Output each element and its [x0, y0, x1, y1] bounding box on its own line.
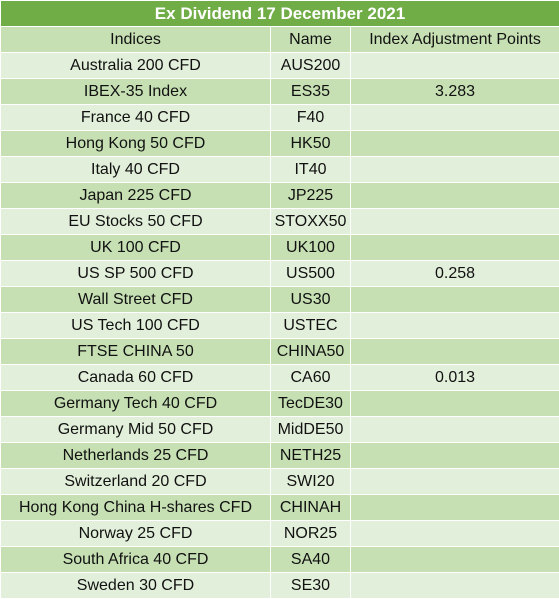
title-row: Ex Dividend 17 December 2021: [1, 1, 559, 27]
cell-name: F40: [271, 105, 351, 131]
cell-name: USTEC: [271, 313, 351, 339]
cell-index: Hong Kong 50 CFD: [1, 131, 271, 157]
cell-adjustment-points: [351, 105, 559, 131]
cell-adjustment-points: 0.013: [351, 365, 559, 391]
cell-name: SWI20: [271, 469, 351, 495]
cell-name: US500: [271, 261, 351, 287]
cell-name: ES35: [271, 79, 351, 105]
cell-adjustment-points: [351, 417, 559, 443]
cell-adjustment-points: [351, 131, 559, 157]
cell-name: NETH25: [271, 443, 351, 469]
cell-adjustment-points: [351, 469, 559, 495]
header-index-adjustment-points: Index Adjustment Points: [351, 27, 559, 53]
cell-adjustment-points: [351, 391, 559, 417]
cell-adjustment-points: [351, 235, 559, 261]
cell-adjustment-points: [351, 573, 559, 599]
cell-index: Hong Kong China H-shares CFD: [1, 495, 271, 521]
cell-index: Wall Street CFD: [1, 287, 271, 313]
cell-adjustment-points: [351, 495, 559, 521]
cell-name: CA60: [271, 365, 351, 391]
cell-adjustment-points: [351, 287, 559, 313]
table-title: Ex Dividend 17 December 2021: [1, 1, 559, 27]
cell-adjustment-points: [351, 157, 559, 183]
cell-name: US30: [271, 287, 351, 313]
cell-name: CHINA50: [271, 339, 351, 365]
cell-adjustment-points: 3.283: [351, 79, 559, 105]
cell-index: Japan 225 CFD: [1, 183, 271, 209]
cell-index: IBEX-35 Index: [1, 79, 271, 105]
cell-adjustment-points: [351, 209, 559, 235]
cell-index: US Tech 100 CFD: [1, 313, 271, 339]
cell-index: Norway 25 CFD: [1, 521, 271, 547]
cell-adjustment-points: [351, 443, 559, 469]
cell-index: FTSE CHINA 50: [1, 339, 271, 365]
cell-name: CHINAH: [271, 495, 351, 521]
cell-index: South Africa 40 CFD: [1, 547, 271, 573]
header-row: Indices Name Index Adjustment Points: [1, 27, 559, 53]
cell-name: NOR25: [271, 521, 351, 547]
cell-name: JP225: [271, 183, 351, 209]
cell-name: HK50: [271, 131, 351, 157]
header-name: Name: [271, 27, 351, 53]
cell-name: TecDE30: [271, 391, 351, 417]
cell-adjustment-points: [351, 53, 559, 79]
cell-name: UK100: [271, 235, 351, 261]
cell-index: Australia 200 CFD: [1, 53, 271, 79]
cell-name: STOXX50: [271, 209, 351, 235]
cell-adjustment-points: [351, 313, 559, 339]
cell-adjustment-points: 0.258: [351, 261, 559, 287]
cell-index: France 40 CFD: [1, 105, 271, 131]
cell-name: SA40: [271, 547, 351, 573]
cell-index: Sweden 30 CFD: [1, 573, 271, 599]
cell-adjustment-points: [351, 521, 559, 547]
cell-index: Germany Mid 50 CFD: [1, 417, 271, 443]
cell-adjustment-points: [351, 183, 559, 209]
cell-index: EU Stocks 50 CFD: [1, 209, 271, 235]
cell-index: Italy 40 CFD: [1, 157, 271, 183]
cell-index: Switzerland 20 CFD: [1, 469, 271, 495]
header-indices: Indices: [1, 27, 271, 53]
cell-name: AUS200: [271, 53, 351, 79]
cell-index: Canada 60 CFD: [1, 365, 271, 391]
cell-name: SE30: [271, 573, 351, 599]
cell-name: IT40: [271, 157, 351, 183]
cell-adjustment-points: [351, 547, 559, 573]
cell-index: UK 100 CFD: [1, 235, 271, 261]
cell-index: Netherlands 25 CFD: [1, 443, 271, 469]
cell-index: Germany Tech 40 CFD: [1, 391, 271, 417]
cell-adjustment-points: [351, 339, 559, 365]
cell-index: US SP 500 CFD: [1, 261, 271, 287]
cell-name: MidDE50: [271, 417, 351, 443]
